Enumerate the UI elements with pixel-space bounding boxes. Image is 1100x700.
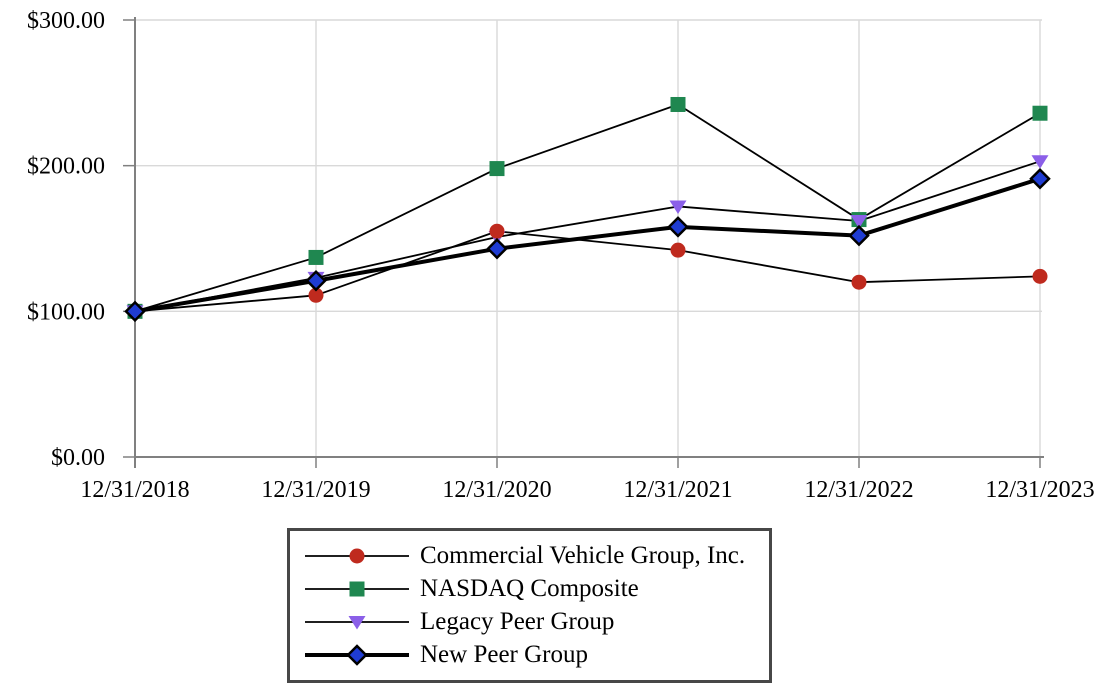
legend-item-label: New Peer Group: [420, 641, 589, 668]
circle-marker-icon: [349, 548, 365, 564]
circle-marker-icon: [851, 274, 867, 290]
circle-marker-icon: [670, 242, 686, 258]
y-axis-label: $0.00: [51, 445, 105, 471]
triangle-marker-icon: [1031, 155, 1049, 169]
legend-item: NASDAQ Composite: [302, 573, 769, 606]
legend-item-label: Legacy Peer Group: [420, 608, 615, 635]
axes: [123, 17, 1044, 468]
y-axis-labels: $0.00 $100.00 $200.00 $300.00: [27, 8, 105, 471]
series-line-2: [134, 103, 1041, 313]
x-axis-label: 12/31/2022: [804, 477, 913, 503]
y-axis-label: $300.00: [27, 8, 105, 34]
diamond-marker-icon: [486, 237, 508, 260]
performance-chart: $0.00$100.00$200.00$300.00 12/31/2018 12/…: [27, 8, 1095, 503]
square-marker-icon: [489, 161, 505, 177]
legend-item: New Peer Group: [302, 639, 769, 672]
square-marker-icon: [349, 581, 365, 597]
x-axis-label: 12/31/2021: [623, 477, 732, 503]
triangle-marker-icon: [348, 616, 366, 630]
legend-key: [305, 616, 409, 630]
triangle-marker-icon: [850, 215, 868, 229]
legend-key: [305, 548, 409, 564]
y-axis-label: $100.00: [27, 299, 105, 325]
y-axis-label: $200.00: [27, 154, 105, 180]
chart-legend: Commercial Vehicle Group, Inc. NASDAQ Com…: [287, 528, 772, 683]
diamond-marker-icon: [305, 269, 327, 292]
x-axis-labels: 12/31/2018 12/31/2019 12/31/2020 12/31/2021…: [80, 477, 1094, 503]
series-lines: [134, 103, 1041, 314]
diamond-marker-icon: [667, 216, 689, 238]
diamond-marker-icon: [1029, 168, 1051, 190]
legend-key: [305, 581, 409, 597]
legend-item-label: NASDAQ Composite: [420, 575, 639, 602]
x-axis-label: 12/31/2018: [80, 477, 189, 503]
series-line-3: [134, 160, 1041, 313]
x-axis-label: 12/31/2023: [985, 477, 1094, 503]
series-line-1: [134, 230, 1041, 313]
diamond-marker-icon: [124, 300, 146, 323]
x-axis-label: 12/31/2020: [442, 477, 551, 503]
square-marker-icon: [1032, 105, 1048, 121]
diamond-marker-icon: [346, 644, 368, 666]
data-point-markers: [124, 96, 1051, 323]
diamond-marker-icon: [848, 224, 870, 247]
series-line-4: [134, 176, 1041, 314]
x-axis-label: 12/31/2019: [261, 477, 370, 503]
triangle-marker-icon: [669, 200, 687, 214]
legend-item: Legacy Peer Group: [302, 606, 769, 639]
circle-marker-icon: [308, 287, 324, 303]
circle-marker-icon: [489, 223, 505, 239]
legend-item-label: Commercial Vehicle Group, Inc.: [420, 542, 746, 569]
circle-marker-icon: [1032, 268, 1048, 284]
square-marker-icon: [670, 96, 686, 112]
square-marker-icon: [308, 249, 324, 265]
legend-key: [305, 644, 409, 666]
legend-item: Commercial Vehicle Group, Inc.: [302, 540, 769, 573]
